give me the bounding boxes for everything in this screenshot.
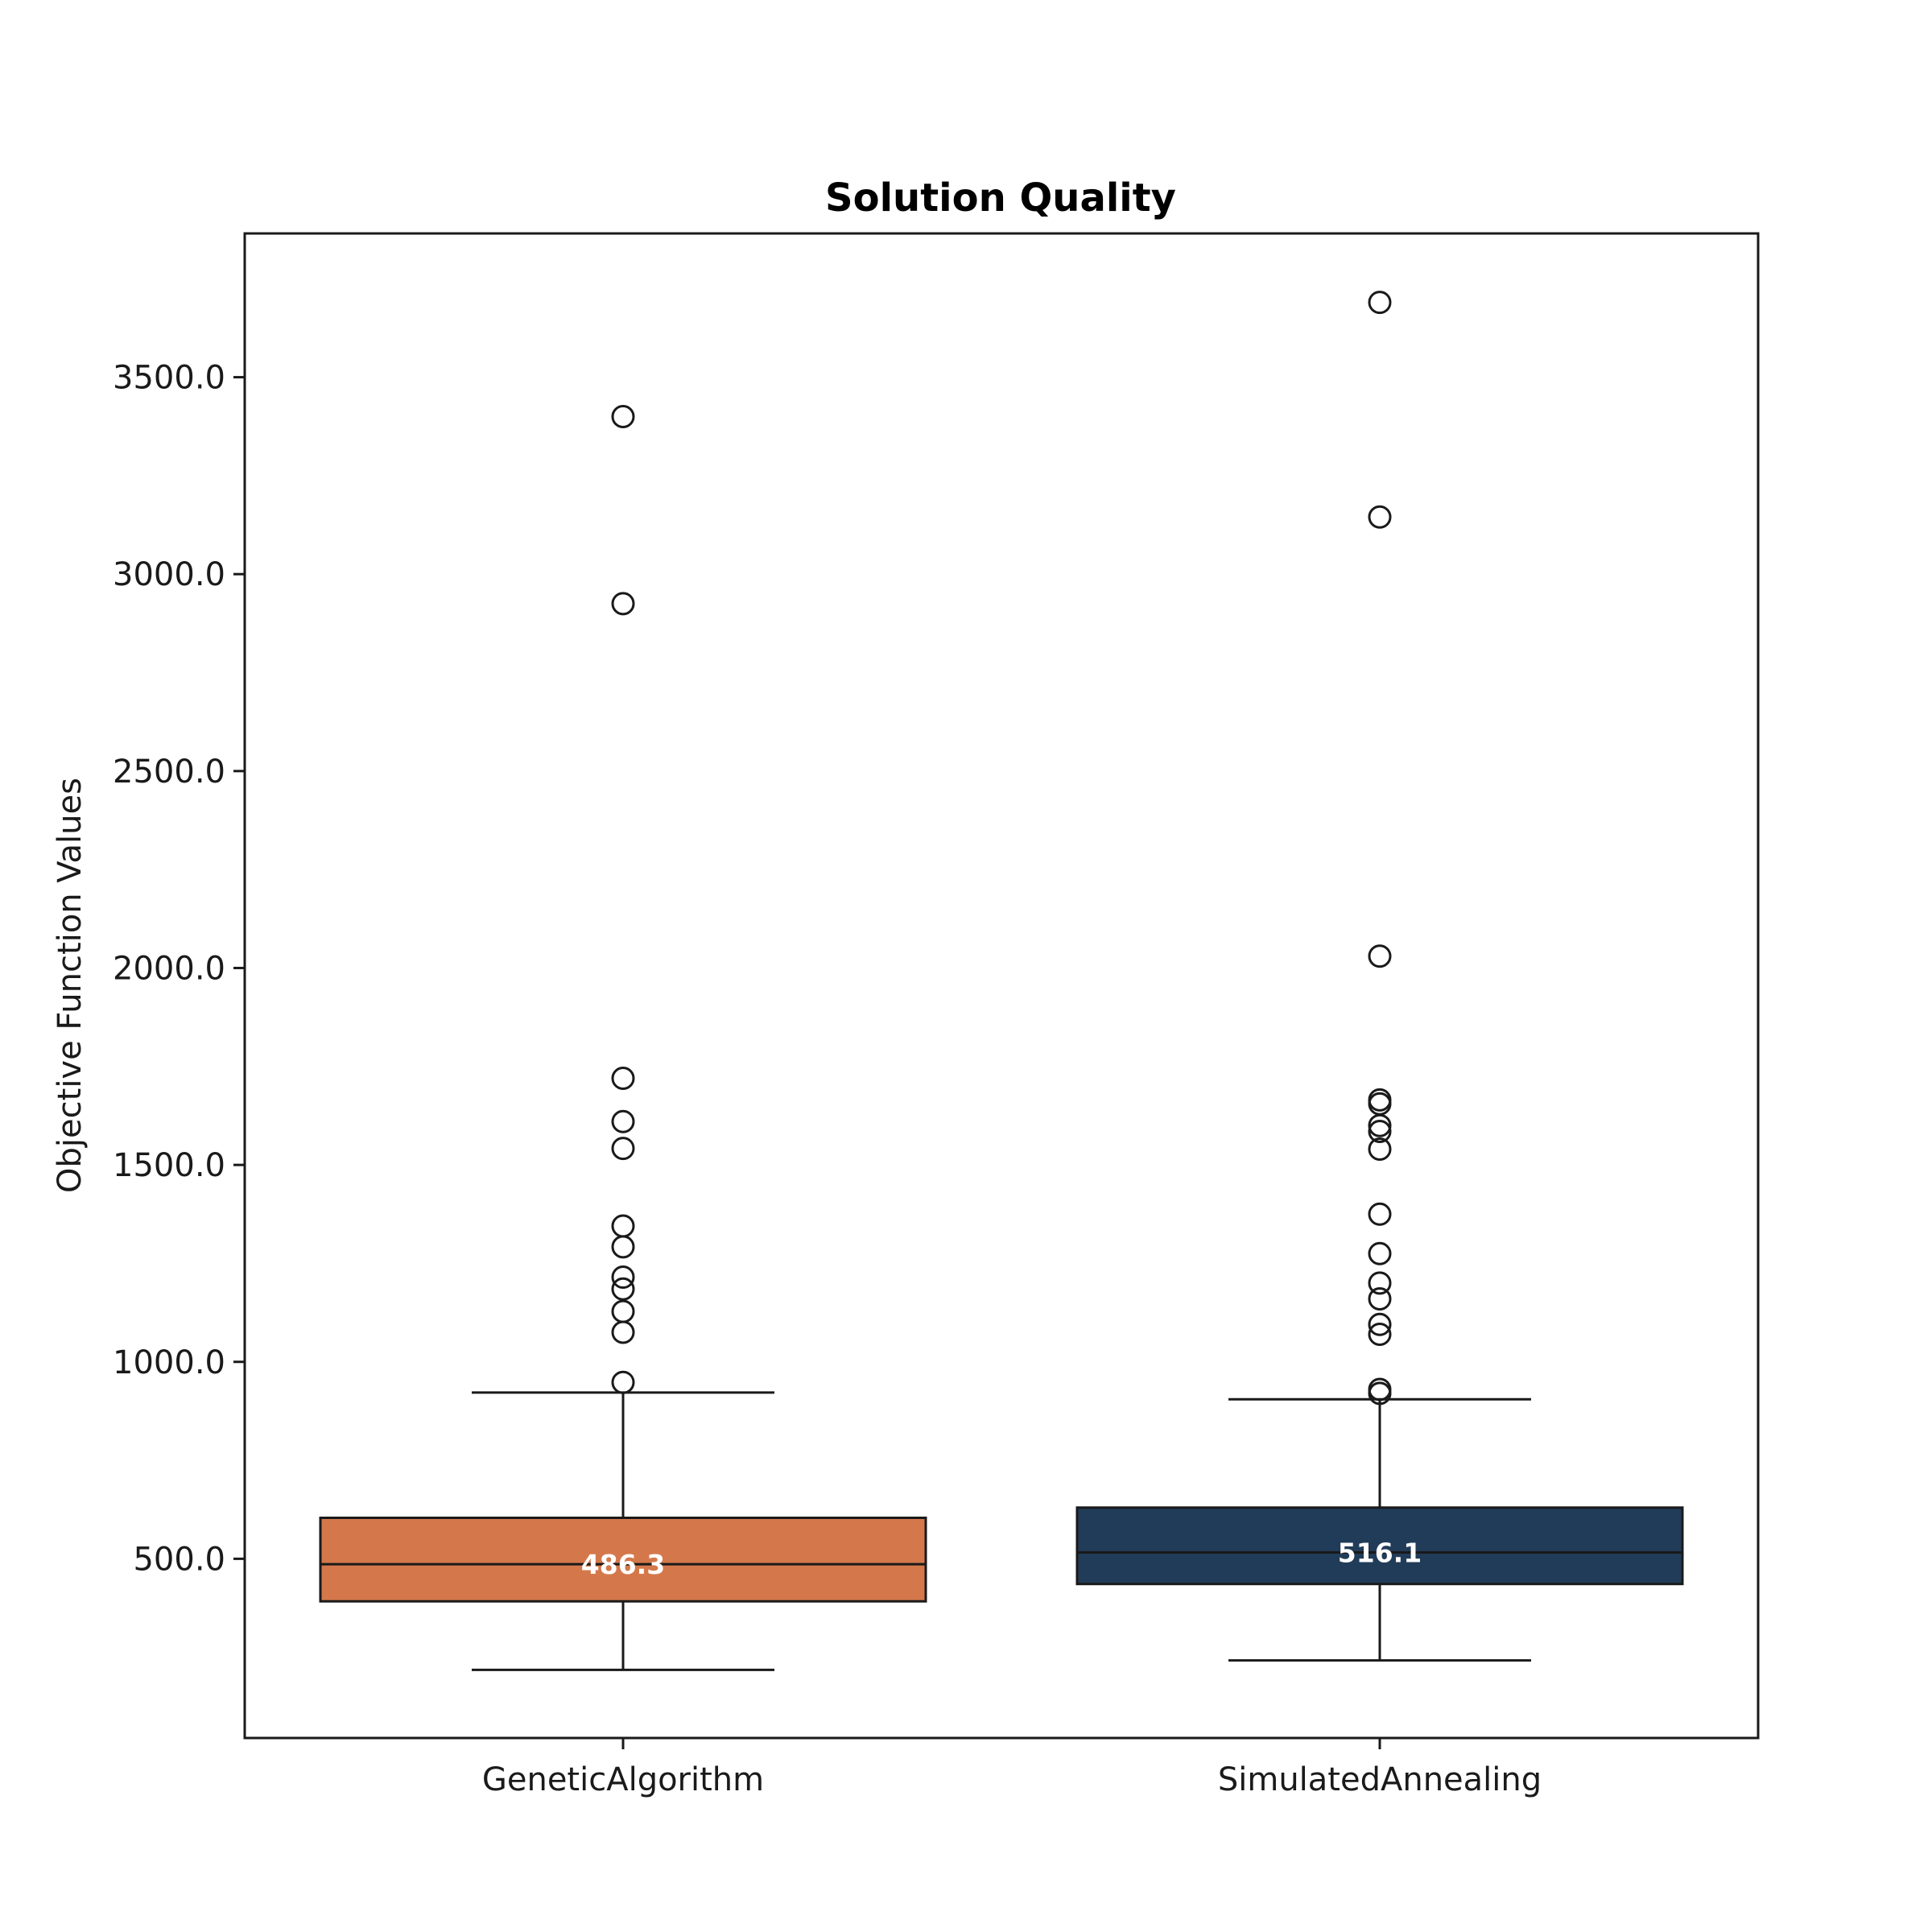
y-tick-label: 3500.0 bbox=[113, 360, 225, 397]
x-tick-label: SimulatedAnnealing bbox=[1218, 1761, 1542, 1798]
chart-title: Solution Quality bbox=[825, 175, 1176, 221]
y-tick-label: 2000.0 bbox=[113, 950, 225, 987]
box bbox=[1075, 1506, 1684, 1586]
outlier-point bbox=[1368, 1241, 1392, 1265]
outlier-point bbox=[1368, 1271, 1392, 1295]
box-group: 486.3 bbox=[319, 405, 927, 1671]
outlier-point bbox=[1368, 1323, 1392, 1347]
outlier-point bbox=[611, 1066, 635, 1090]
y-axis: 500.0 1000.0 1500.0 2000.0 2500.0 3000.0 3500.… bbox=[113, 360, 245, 1578]
outlier-point bbox=[611, 1277, 635, 1301]
outlier-point bbox=[1368, 1202, 1392, 1226]
outlier-point bbox=[1368, 1137, 1392, 1162]
y-axis-label: Objective Function Values bbox=[52, 778, 89, 1193]
outlier-point bbox=[1368, 944, 1392, 968]
outlier-point bbox=[611, 1137, 635, 1161]
y-tick-label: 2500.0 bbox=[113, 753, 225, 791]
y-tick-label: 3000.0 bbox=[113, 556, 225, 593]
outlier-point bbox=[611, 1299, 635, 1323]
box bbox=[319, 1516, 927, 1603]
median-value-label: 516.1 bbox=[1338, 1538, 1422, 1569]
outlier-point bbox=[611, 1214, 635, 1238]
outlier-point bbox=[1368, 1286, 1392, 1311]
outlier-point bbox=[1368, 1377, 1392, 1402]
y-tick-label: 1000.0 bbox=[113, 1344, 225, 1381]
outlier-point bbox=[1368, 1120, 1392, 1144]
outlier-point bbox=[611, 1109, 635, 1133]
y-tick-label: 500.0 bbox=[133, 1541, 225, 1578]
outlier-point bbox=[611, 592, 635, 616]
y-tick-label: 1500.0 bbox=[113, 1147, 225, 1184]
outlier-point bbox=[611, 1320, 635, 1344]
box-group: 516.1 bbox=[1075, 291, 1684, 1662]
outlier-point bbox=[1368, 291, 1392, 315]
outlier-point bbox=[1368, 1312, 1392, 1336]
outlier-point bbox=[611, 405, 635, 429]
outlier-point bbox=[1368, 505, 1392, 529]
x-axis: GeneticAlgorithm SimulatedAnnealing bbox=[482, 1738, 1542, 1798]
median-value-label: 486.3 bbox=[581, 1549, 665, 1580]
outlier-point bbox=[611, 1370, 635, 1394]
x-tick-label: GeneticAlgorithm bbox=[482, 1761, 764, 1798]
outlier-point bbox=[611, 1235, 635, 1259]
plot-area: 486.3 516.1 bbox=[319, 291, 1684, 1671]
outlier-point bbox=[611, 1265, 635, 1290]
outlier-point bbox=[1368, 1088, 1392, 1112]
plot-frame bbox=[243, 232, 1760, 1740]
